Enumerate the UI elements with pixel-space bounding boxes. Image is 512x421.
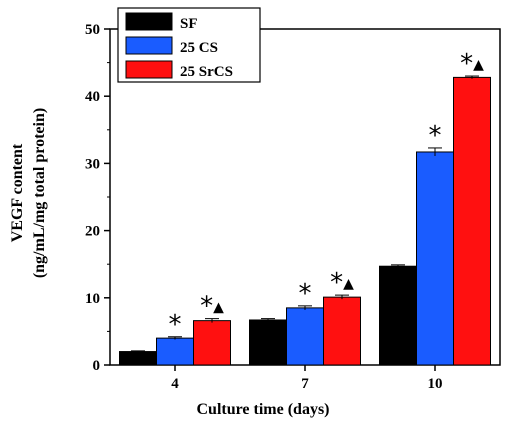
significance-mark: *▲ xyxy=(330,268,354,298)
y-tick-label: 10 xyxy=(85,291,100,307)
bar xyxy=(193,320,231,366)
significance-mark: *▲ xyxy=(200,292,224,322)
bar xyxy=(416,151,454,366)
y-tick-label: 20 xyxy=(85,224,100,240)
bar xyxy=(379,265,417,366)
x-tick-label: 10 xyxy=(428,376,443,392)
axes-layer: 0 10 20 30 40 50 4 7 10 xyxy=(85,22,443,392)
significance-mark: * xyxy=(299,279,312,309)
y-tick-label: 30 xyxy=(85,156,100,172)
legend-swatch xyxy=(125,12,173,31)
bar xyxy=(453,76,491,366)
legend-label: SF xyxy=(180,16,198,32)
y-axis-title-line2: (ng/mL/mg total protein) xyxy=(31,108,48,278)
significance-marks-layer: * *▲ * *▲ * *▲ xyxy=(169,49,485,340)
legend-swatch xyxy=(125,60,173,79)
bar xyxy=(249,319,287,366)
bar xyxy=(323,296,361,366)
legend-label: 25 SrCS xyxy=(180,64,233,80)
significance-mark: *▲ xyxy=(460,49,484,79)
legend: SF 25 CS 25 SrCS xyxy=(117,7,261,83)
legend-swatch xyxy=(125,36,173,55)
bars-layer xyxy=(119,75,491,366)
bar xyxy=(156,337,194,366)
significance-mark: * xyxy=(169,310,182,340)
bar xyxy=(119,351,157,366)
x-axis-title: Culture time (days) xyxy=(196,401,329,418)
x-tick-label: 4 xyxy=(171,376,179,392)
legend-label: 25 CS xyxy=(180,40,218,56)
x-tick-label: 7 xyxy=(301,376,309,392)
bar xyxy=(286,307,324,366)
y-axis-title-group: VEGF content (ng/mL/mg total protein) xyxy=(9,108,48,278)
y-tick-label: 0 xyxy=(93,358,101,374)
significance-mark: * xyxy=(429,121,442,151)
y-tick-label: 40 xyxy=(85,89,100,105)
y-axis-title-line1: VEGF content xyxy=(9,143,26,242)
y-tick-label: 50 xyxy=(85,22,100,38)
